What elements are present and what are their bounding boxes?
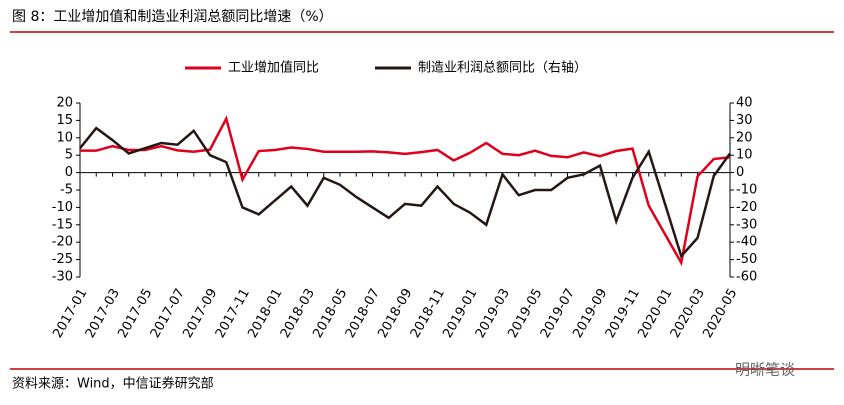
y-tick-label: 0	[65, 165, 73, 180]
y2-tick-label: -50	[736, 252, 757, 267]
y2-tick-label: 0	[736, 165, 744, 180]
y-tick-label: -20	[52, 235, 73, 250]
y-tick-label: -10	[52, 200, 73, 215]
y2-tick-label: -30	[736, 217, 757, 232]
y-tick-label: -15	[52, 217, 73, 232]
y-tick-label: -30	[52, 270, 73, 285]
y-tick-label: 5	[65, 148, 73, 163]
chart-title: 图 8：工业增加值和制造业利润总额同比增速（%）	[12, 9, 333, 25]
watermark: 明晰笔谈	[735, 361, 795, 379]
y2-tick-label: 40	[736, 96, 753, 111]
legend-label: 制造业利润总额同比（右轴）	[418, 61, 587, 76]
y-tick-label: 20	[56, 96, 73, 111]
y2-tick-label: 20	[736, 130, 753, 145]
y2-tick-label: -10	[736, 183, 757, 198]
y-tick-label: 15	[56, 113, 73, 128]
series-line	[80, 115, 731, 267]
y-tick-label: -25	[52, 252, 73, 267]
y2-tick-label: -60	[736, 270, 757, 285]
legend-label: 工业增加值同比	[228, 60, 319, 76]
y-tick-label: 10	[56, 130, 73, 145]
source: 资料来源：Wind，中信证券研究部	[12, 376, 214, 392]
y-tick-label: -5	[60, 183, 73, 198]
y2-tick-label: -20	[736, 200, 757, 215]
y2-tick-label: -40	[736, 235, 757, 250]
series-line	[79, 126, 732, 259]
y2-tick-label: 10	[736, 148, 753, 163]
y2-tick-label: 30	[736, 113, 753, 128]
